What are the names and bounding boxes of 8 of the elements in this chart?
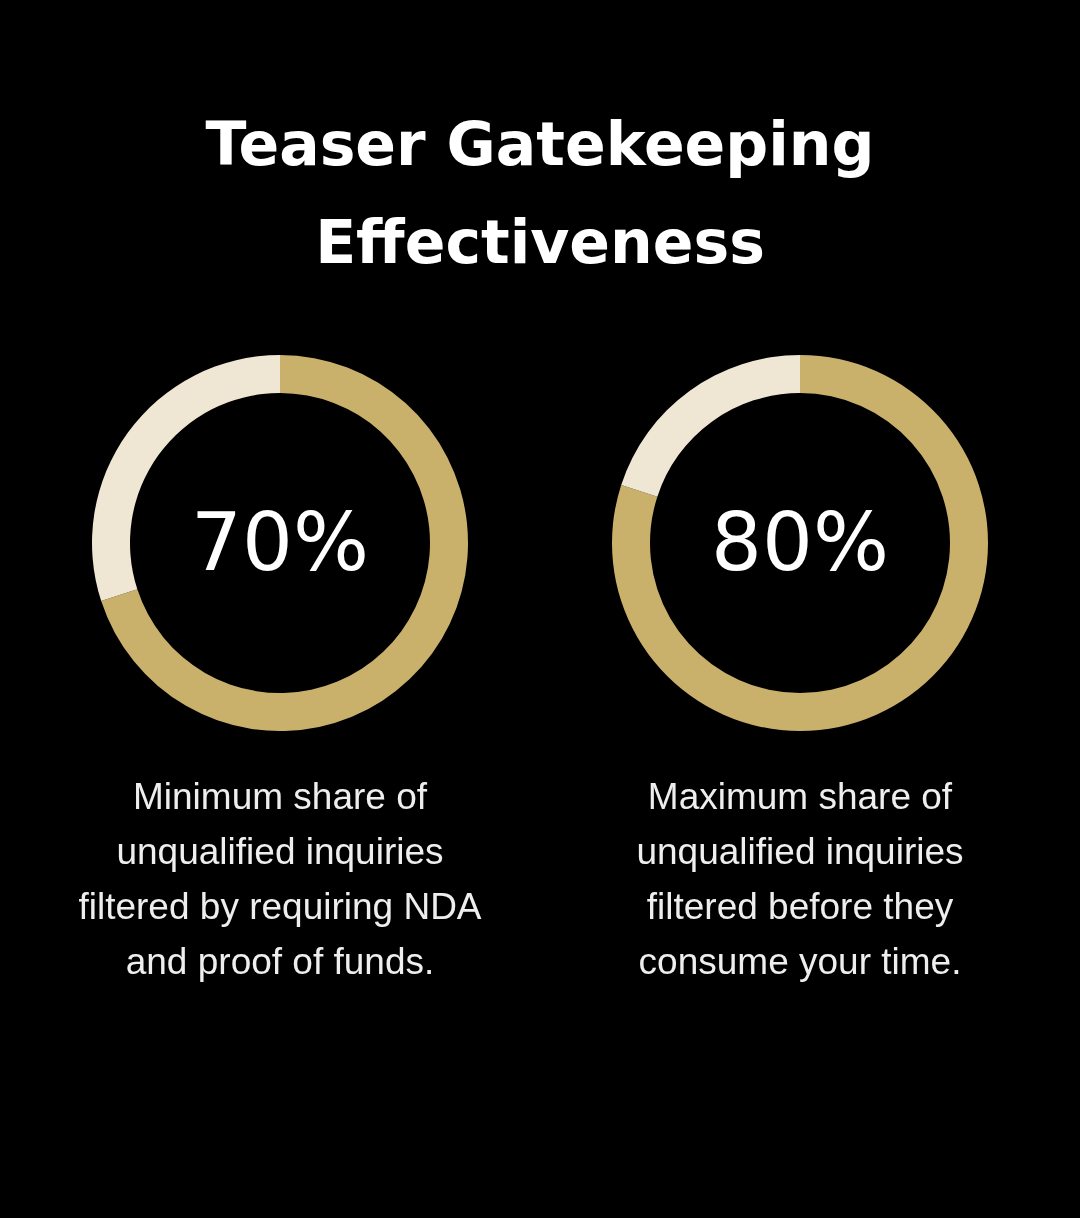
donut-slice (101, 355, 468, 731)
donut-slice (612, 355, 988, 731)
chart-title: Teaser Gatekeeping Effectiveness (204, 108, 876, 279)
data-label: 70% (191, 496, 369, 589)
data-label: 80% (711, 496, 889, 589)
text: Minimum share of unqualified inquiries filtered by requiring NDA and proof of funds. (78, 776, 482, 982)
donut-slice (621, 355, 800, 497)
text: Maximum share of unqualified inquiries filtered before they consume your time. (636, 776, 964, 982)
